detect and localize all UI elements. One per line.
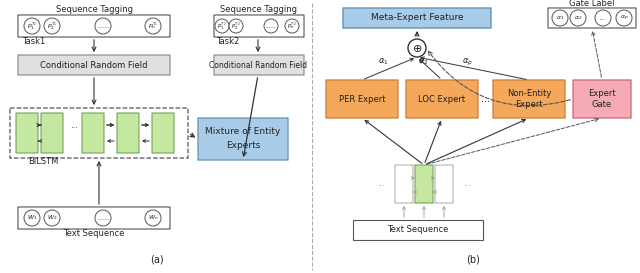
FancyBboxPatch shape (10, 108, 188, 158)
FancyBboxPatch shape (395, 165, 413, 203)
FancyBboxPatch shape (415, 165, 433, 203)
Text: PER Expert: PER Expert (339, 94, 385, 103)
FancyBboxPatch shape (573, 80, 631, 118)
Text: Task2: Task2 (216, 37, 239, 46)
Text: $p_1^{T_1}$: $p_1^{T_1}$ (27, 20, 37, 32)
Text: ......: ...... (97, 215, 109, 221)
FancyBboxPatch shape (117, 113, 139, 153)
Text: Sequence Tagging: Sequence Tagging (220, 5, 296, 14)
FancyBboxPatch shape (18, 55, 170, 75)
Circle shape (145, 18, 161, 34)
Text: ...: ... (481, 94, 490, 104)
Text: $p_1^{T_2}$: $p_1^{T_2}$ (217, 20, 227, 32)
Text: $p_2^{T_2}$: $p_2^{T_2}$ (231, 20, 241, 32)
Text: (a): (a) (150, 255, 164, 265)
Text: $p_2^{T_1}$: $p_2^{T_1}$ (47, 20, 57, 32)
Text: ...: ... (377, 180, 385, 188)
Bar (353, 220, 483, 240)
Text: $\alpha_2$: $\alpha_2$ (574, 14, 582, 22)
Circle shape (285, 19, 299, 33)
Text: Text Sequence: Text Sequence (63, 229, 125, 238)
Text: ......: ...... (97, 23, 109, 28)
Text: ...: ... (600, 16, 606, 20)
Text: $\alpha_p$: $\alpha_p$ (461, 57, 472, 67)
Text: $p_n^{T_1}$: $p_n^{T_1}$ (148, 20, 158, 31)
FancyBboxPatch shape (406, 80, 478, 118)
Text: Non-Entity
Expert: Non-Entity Expert (507, 89, 551, 109)
Circle shape (95, 18, 111, 34)
FancyBboxPatch shape (18, 15, 170, 37)
Text: Conditional Random Field: Conditional Random Field (209, 61, 307, 70)
Text: Text Sequence: Text Sequence (387, 225, 449, 235)
Text: (b): (b) (466, 255, 480, 265)
Circle shape (24, 210, 40, 226)
Text: $\alpha_p$: $\alpha_p$ (620, 13, 628, 23)
FancyBboxPatch shape (41, 113, 63, 153)
Text: ...: ... (70, 120, 78, 129)
Circle shape (215, 19, 229, 33)
Text: $W_1$: $W_1$ (27, 213, 37, 222)
Circle shape (616, 10, 632, 26)
FancyBboxPatch shape (548, 8, 636, 28)
Text: Conditional Random Field: Conditional Random Field (40, 61, 148, 70)
Text: $W_2$: $W_2$ (47, 213, 57, 222)
Text: BiLSTM: BiLSTM (28, 158, 58, 167)
FancyBboxPatch shape (343, 8, 491, 28)
FancyBboxPatch shape (493, 80, 565, 118)
FancyBboxPatch shape (198, 118, 288, 160)
Text: Gate Label: Gate Label (569, 0, 615, 7)
FancyBboxPatch shape (152, 113, 174, 153)
Text: $W_n$: $W_n$ (148, 213, 158, 222)
FancyBboxPatch shape (435, 165, 453, 203)
FancyBboxPatch shape (18, 207, 170, 229)
Circle shape (552, 10, 568, 26)
Text: $\oplus$: $\oplus$ (412, 43, 422, 54)
Text: $p_n^{T_2}$: $p_n^{T_2}$ (287, 20, 297, 31)
Circle shape (408, 39, 426, 57)
Text: $\alpha_2$: $\alpha_2$ (418, 57, 428, 67)
Text: ......: ...... (266, 23, 276, 28)
Circle shape (44, 210, 60, 226)
Circle shape (44, 18, 60, 34)
Text: Meta-Expert Feature: Meta-Expert Feature (371, 13, 463, 22)
Text: Sequence Tagging: Sequence Tagging (56, 5, 132, 14)
FancyBboxPatch shape (214, 15, 304, 37)
Circle shape (570, 10, 586, 26)
Circle shape (595, 10, 611, 26)
FancyBboxPatch shape (214, 55, 304, 75)
FancyBboxPatch shape (16, 113, 38, 153)
Text: Mixture of Entity: Mixture of Entity (205, 127, 281, 136)
Text: Task1: Task1 (22, 37, 45, 46)
Circle shape (229, 19, 243, 33)
Text: LOC Expert: LOC Expert (419, 94, 465, 103)
Text: Expert
Gate: Expert Gate (588, 89, 616, 109)
Circle shape (264, 19, 278, 33)
FancyBboxPatch shape (326, 80, 398, 118)
Text: ...: ... (463, 180, 471, 188)
Circle shape (24, 18, 40, 34)
FancyBboxPatch shape (82, 113, 104, 153)
Text: $\alpha_1$: $\alpha_1$ (556, 14, 564, 22)
Circle shape (145, 210, 161, 226)
Text: $\alpha_1$: $\alpha_1$ (378, 57, 388, 67)
Text: Experts: Experts (226, 141, 260, 150)
Circle shape (95, 210, 111, 226)
